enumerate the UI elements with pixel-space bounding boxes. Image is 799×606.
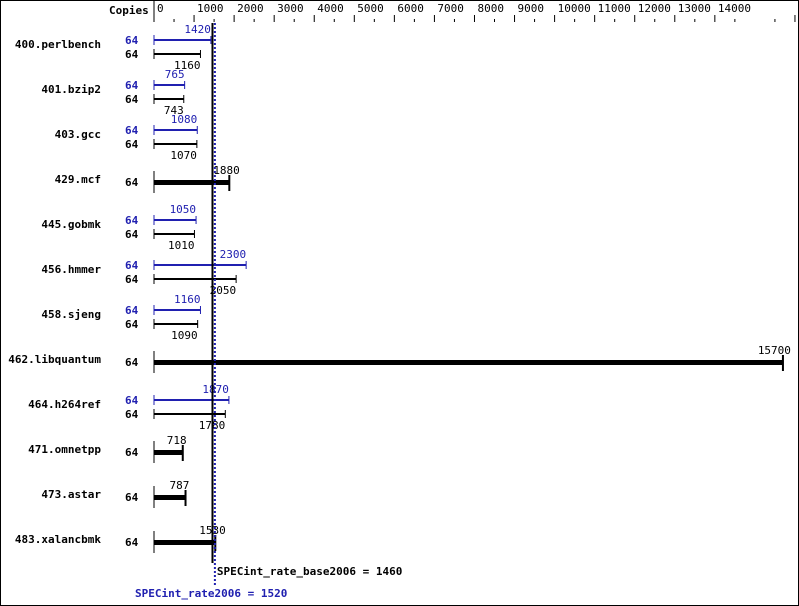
base-copies: 64 — [125, 273, 139, 286]
benchmark-label: 401.bzip2 — [41, 83, 101, 96]
peak-value: 2300 — [220, 248, 247, 261]
tick-label: 10000 — [558, 2, 591, 15]
benchmark-label: 458.sjeng — [41, 308, 101, 321]
base-copies: 64 — [125, 491, 139, 504]
benchmark-label: 445.gobmk — [41, 218, 101, 231]
peak-summary-label: SPECint_rate2006 = 1520 — [135, 587, 287, 600]
peak-value: 1420 — [184, 23, 211, 36]
base-value: 743 — [164, 104, 184, 117]
base-copies: 64 — [125, 48, 139, 61]
base-value: 15700 — [758, 344, 791, 357]
peak-copies: 64 — [125, 34, 139, 47]
benchmark-label: 462.libquantum — [8, 353, 101, 366]
tick-label: 0 — [157, 2, 164, 15]
peak-copies: 64 — [125, 124, 139, 137]
base-copies: 64 — [125, 138, 139, 151]
benchmark-label: 473.astar — [41, 488, 101, 501]
peak-copies: 64 — [125, 394, 139, 407]
base-copies: 64 — [125, 536, 139, 549]
peak-value: 1050 — [170, 203, 197, 216]
tick-label: 2000 — [237, 2, 264, 15]
tick-label: 9000 — [518, 2, 545, 15]
benchmark-label: 403.gcc — [55, 128, 101, 141]
benchmark-label: 483.xalancbmk — [15, 533, 101, 546]
tick-label: 12000 — [638, 2, 671, 15]
peak-value: 765 — [165, 68, 185, 81]
peak-value: 1160 — [174, 293, 201, 306]
benchmark-label: 456.hmmer — [41, 263, 101, 276]
base-bar — [154, 360, 783, 365]
base-copies: 64 — [125, 228, 139, 241]
base-copies: 64 — [125, 93, 139, 106]
base-copies: 64 — [125, 446, 139, 459]
base-copies: 64 — [125, 408, 139, 421]
base-bar — [154, 495, 186, 500]
tick-label: 6000 — [397, 2, 424, 15]
peak-copies: 64 — [125, 304, 139, 317]
copies-header: Copies — [109, 4, 149, 17]
peak-value: 1870 — [202, 383, 229, 396]
base-value: 1880 — [213, 164, 240, 177]
base-value: 718 — [167, 434, 187, 447]
tick-label: 11000 — [598, 2, 631, 15]
tick-label: 7000 — [437, 2, 464, 15]
tick-label: 5000 — [357, 2, 384, 15]
tick-label: 8000 — [477, 2, 504, 15]
base-value: 1160 — [174, 59, 201, 72]
tick-label: 3000 — [277, 2, 304, 15]
peak-value: 1080 — [171, 113, 198, 126]
base-value: 787 — [170, 479, 190, 492]
benchmark-label: 464.h264ref — [28, 398, 101, 411]
base-value: 1010 — [168, 239, 195, 252]
peak-copies: 64 — [125, 214, 139, 227]
tick-label: 4000 — [317, 2, 344, 15]
base-summary-label: SPECint_rate_base2006 = 1460 — [217, 565, 402, 578]
base-copies: 64 — [125, 356, 139, 369]
benchmark-label: 471.omnetpp — [28, 443, 101, 456]
base-bar — [154, 540, 216, 545]
benchmark-label: 400.perlbench — [15, 38, 101, 51]
tick-label: 1000 — [197, 2, 224, 15]
benchmark-label: 429.mcf — [55, 173, 101, 186]
base-value: 1090 — [171, 329, 198, 342]
tick-label: 14000 — [718, 2, 751, 15]
peak-copies: 64 — [125, 79, 139, 92]
base-value: 1070 — [170, 149, 197, 162]
base-bar — [154, 450, 183, 455]
peak-copies: 64 — [125, 259, 139, 272]
base-value: 2050 — [210, 284, 237, 297]
base-bar — [154, 180, 230, 185]
base-copies: 64 — [125, 318, 139, 331]
base-copies: 64 — [125, 176, 139, 189]
tick-label: 13000 — [678, 2, 711, 15]
